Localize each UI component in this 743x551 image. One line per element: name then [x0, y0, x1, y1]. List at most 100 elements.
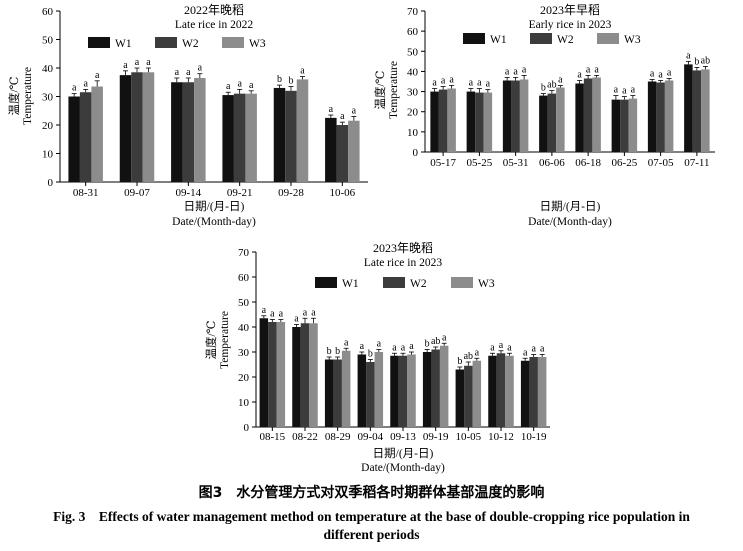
y-tick-label: 40: [407, 66, 419, 78]
significance-letter: a: [123, 60, 128, 71]
bar-w1: [68, 96, 80, 182]
legend-swatch-w2: [383, 277, 405, 288]
y-tick-label: 50: [407, 46, 419, 58]
legend-label-w1: W1: [490, 34, 507, 46]
bar-w2: [529, 357, 538, 427]
y-tick-label: 20: [238, 372, 250, 384]
x-tick-label: 10-12: [488, 431, 514, 443]
bar-w2: [398, 355, 408, 427]
bar-w3: [296, 79, 309, 182]
significance-letter: a: [441, 76, 446, 87]
x-tick-label: 06-25: [612, 157, 638, 169]
x-tick-label: 06-18: [575, 157, 601, 169]
bar-w1: [684, 64, 693, 152]
significance-letter: a: [300, 66, 305, 77]
bar-w1: [611, 99, 621, 152]
bar-w3: [142, 72, 155, 182]
x-tick-label: 10-19: [521, 431, 547, 443]
legend-swatch-w1: [463, 33, 485, 44]
legend-label-w1: W1: [115, 38, 132, 50]
significance-letter: a: [198, 63, 203, 74]
x-tick-label: 06-06: [539, 157, 565, 169]
y-tick-label: 70: [407, 6, 419, 18]
significance-letter: a: [614, 85, 619, 96]
bar-w3: [407, 354, 416, 427]
bar-w3: [701, 69, 710, 152]
x-tick-label: 09-19: [423, 431, 449, 443]
significance-letter: a: [352, 105, 357, 116]
x-tick-label: 09-14: [175, 187, 201, 199]
bar-w2: [182, 82, 195, 182]
bar-w3: [439, 345, 449, 427]
y-tick-label: 0: [48, 177, 54, 189]
y-axis-label-en: Temperature: [22, 67, 34, 125]
significance-letter: a: [401, 342, 406, 353]
significance-letter: a: [311, 307, 316, 318]
bar-w3: [519, 79, 529, 152]
x-tick-label: 07-05: [648, 157, 674, 169]
y-axis-label-en: Temperature: [388, 61, 400, 119]
y-tick-label: 60: [407, 26, 419, 38]
chart-subtitle: Late rice in 2023: [364, 257, 442, 269]
bar-w1: [119, 75, 132, 182]
significance-letter: a: [442, 332, 447, 343]
legend-swatch-w1: [315, 277, 337, 288]
significance-letter: b: [289, 76, 294, 87]
y-tick-label: 10: [42, 149, 54, 161]
significance-letter: a: [650, 68, 655, 79]
y-tick-label: 0: [244, 422, 250, 434]
legend-label-w3: W3: [478, 278, 495, 290]
x-tick-label: 10-05: [455, 431, 481, 443]
bar-w1: [502, 80, 512, 152]
x-axis-label-cn: 日期/(月-日): [373, 447, 434, 460]
significance-letter: a: [558, 75, 563, 86]
legend-swatch-w3: [222, 37, 244, 48]
bar-w1: [273, 87, 286, 182]
bar-w2: [656, 82, 665, 152]
significance-letter: a: [279, 309, 284, 320]
bar-w3: [556, 87, 565, 152]
x-tick-label: 08-15: [259, 431, 285, 443]
legend-swatch-w3: [597, 33, 619, 44]
legend-swatch-w2: [530, 33, 552, 44]
bar-w3: [276, 322, 286, 427]
legend-label-w3: W3: [249, 38, 266, 50]
bar-w3: [505, 355, 514, 427]
y-tick-label: 50: [238, 297, 250, 309]
significance-letter: a: [249, 80, 254, 91]
legend-label-w2: W2: [557, 34, 574, 46]
bar-w3: [472, 360, 482, 427]
y-tick-label: 40: [238, 322, 250, 334]
significance-letter: a: [631, 85, 636, 96]
bar-w2: [268, 322, 277, 427]
significance-letter: b: [277, 74, 282, 85]
x-axis-label-cn: 日期/(月-日): [184, 200, 245, 213]
x-tick-label: 08-22: [292, 431, 318, 443]
bar-w1: [575, 83, 584, 152]
significance-letter: a: [475, 347, 480, 358]
significance-letter: a: [469, 78, 474, 89]
bar-w1: [259, 318, 269, 427]
significance-letter: a: [522, 64, 527, 75]
significance-letter: a: [594, 64, 599, 75]
bar-w1: [171, 82, 183, 182]
significance-letter: ab: [547, 80, 556, 91]
significance-letter: a: [360, 341, 365, 352]
bar-w1: [324, 359, 334, 427]
bar-w1: [325, 117, 337, 182]
significance-letter: a: [686, 50, 691, 61]
y-tick-label: 60: [42, 6, 54, 18]
bar-w2: [475, 92, 484, 152]
x-axis-label-en: Date/(Month-day): [172, 216, 256, 228]
bar-w3: [194, 77, 206, 182]
significance-letter: a: [658, 69, 663, 80]
significance-letter: a: [344, 337, 349, 348]
bar-w1: [647, 81, 657, 152]
x-tick-label: 07-11: [684, 157, 709, 169]
y-axis-label-cn: 温度/℃: [373, 70, 387, 109]
y-tick-label: 20: [42, 120, 54, 132]
bar-w1: [539, 95, 548, 152]
significance-letter: a: [540, 344, 545, 355]
bar-w3: [348, 120, 360, 182]
significance-letter: b: [694, 56, 699, 67]
